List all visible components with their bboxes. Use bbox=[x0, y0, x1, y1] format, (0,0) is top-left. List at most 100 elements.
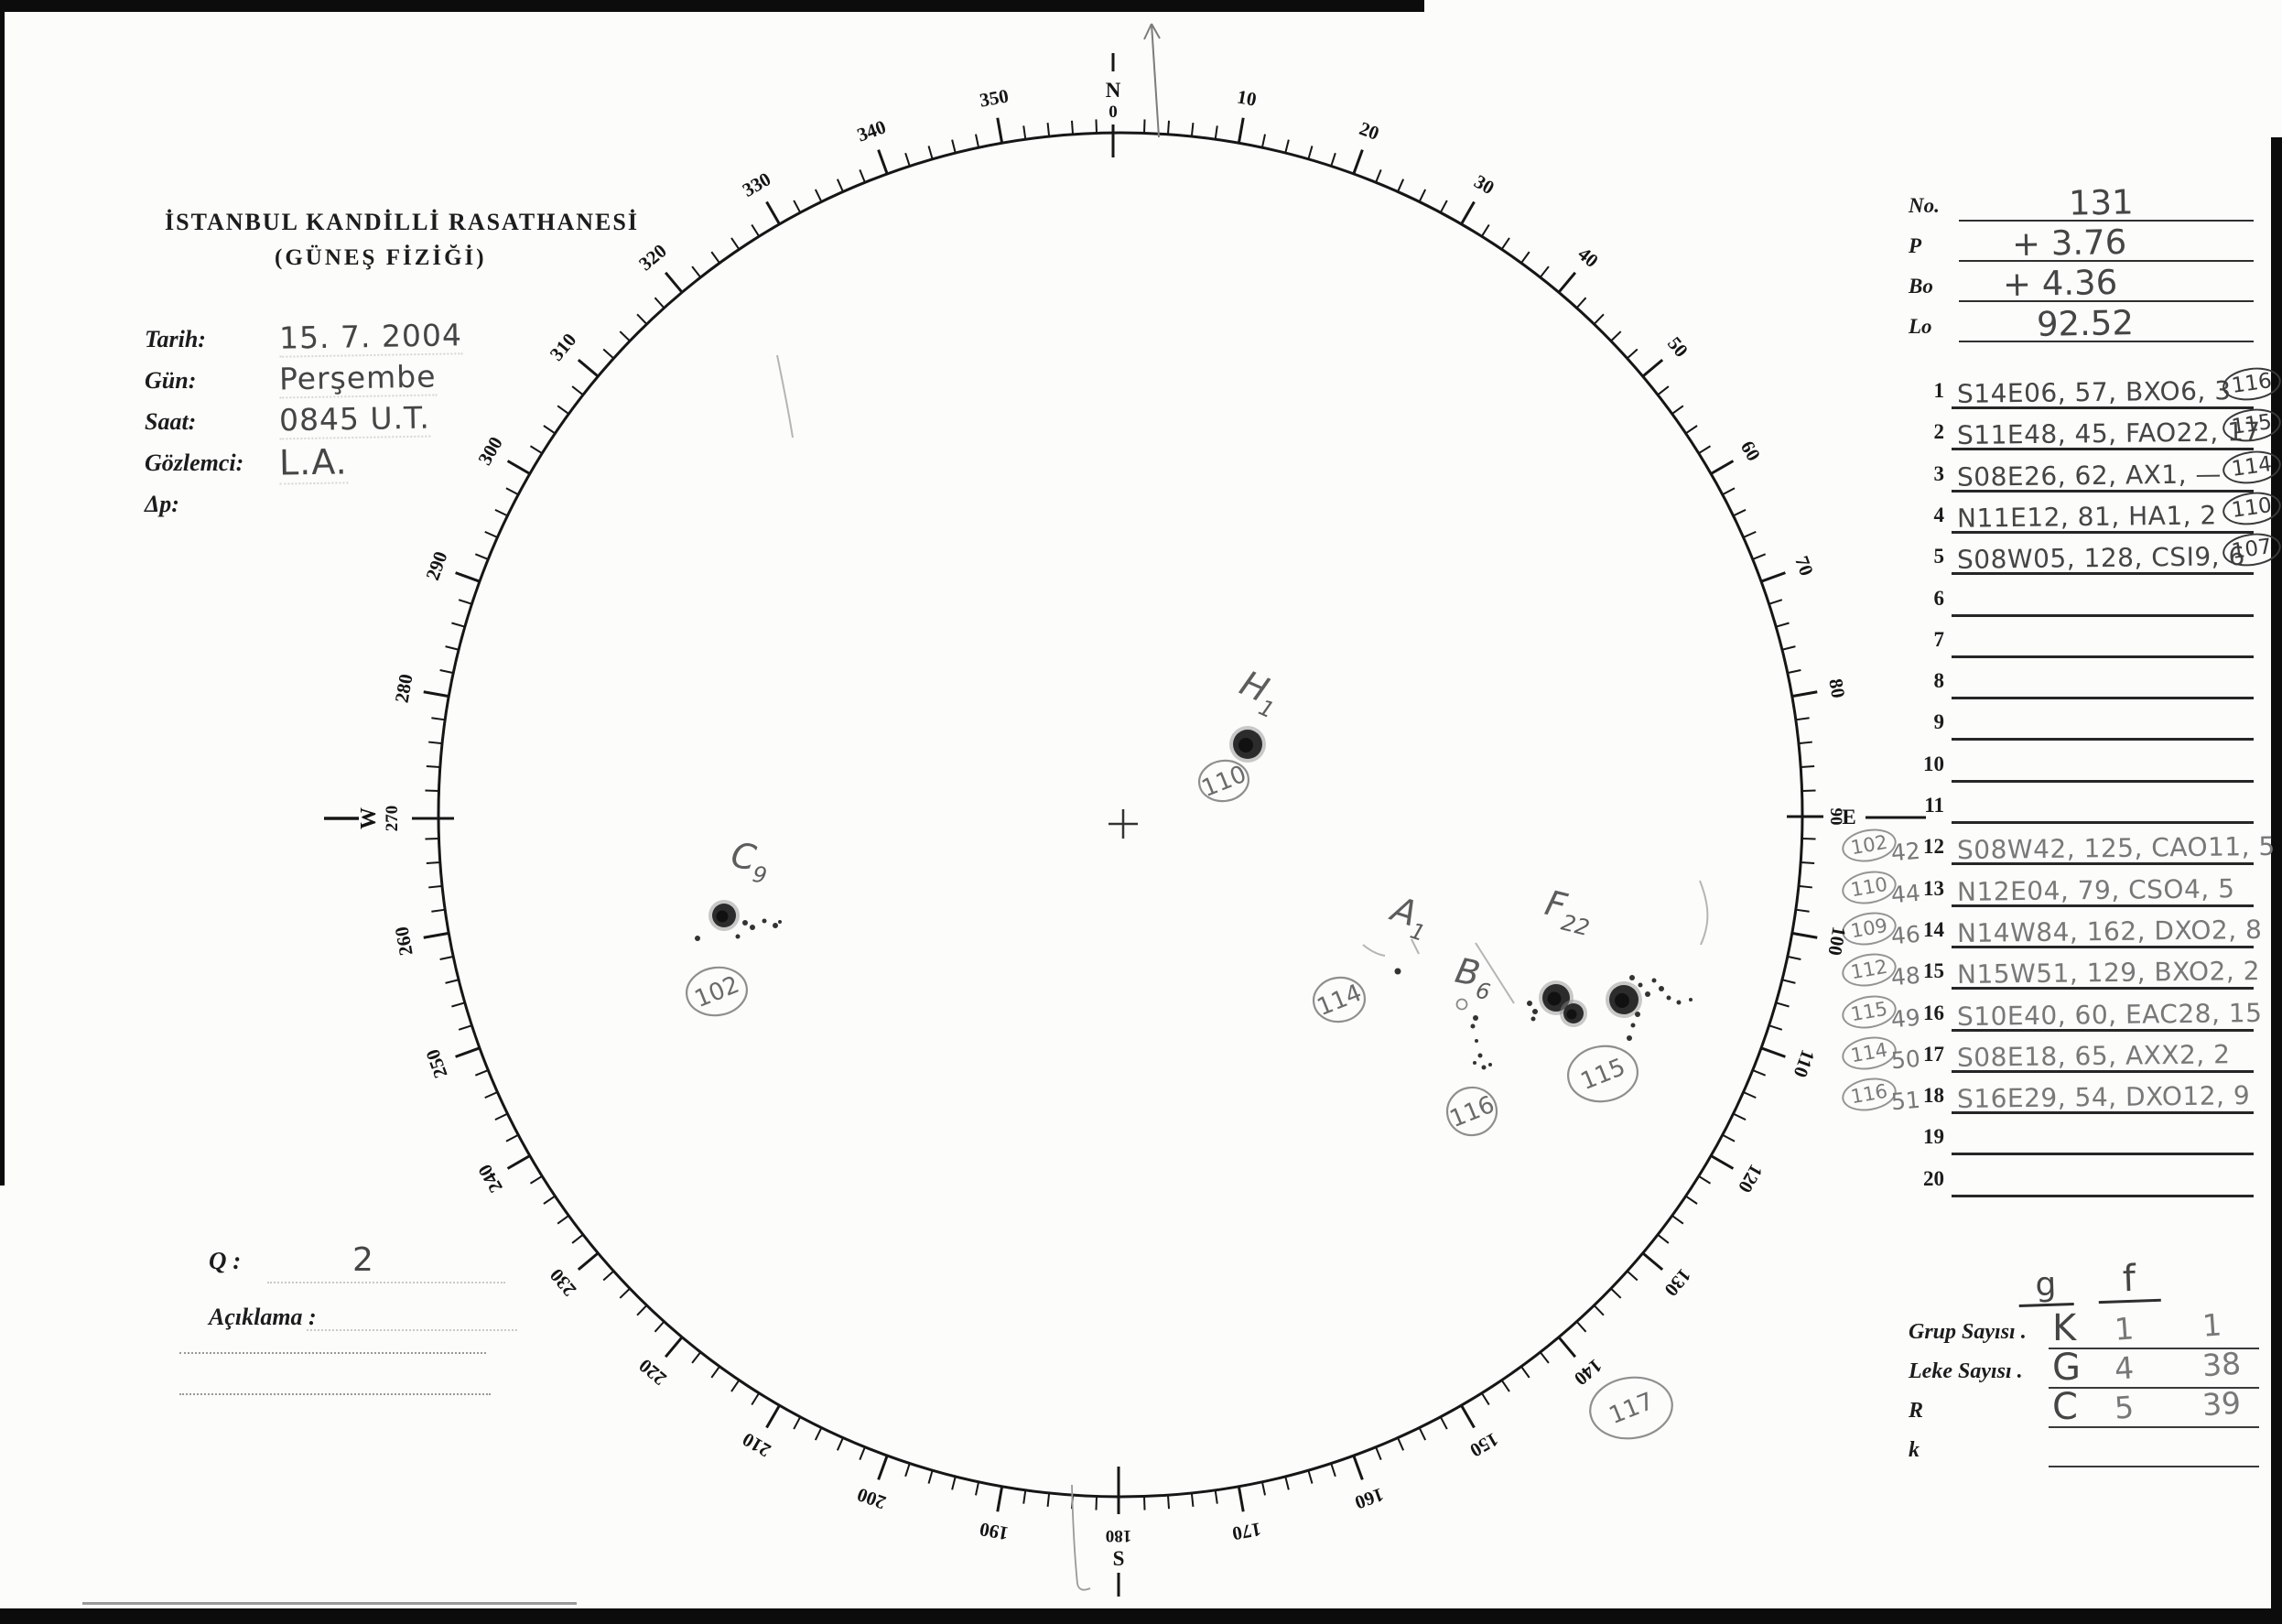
svg-text:250: 250 bbox=[421, 1046, 451, 1081]
svg-text:220: 220 bbox=[634, 1355, 671, 1391]
svg-text:N: N bbox=[1106, 79, 1121, 102]
svg-text:120: 120 bbox=[1734, 1161, 1768, 1196]
summary-line bbox=[2049, 1387, 2259, 1389]
svg-text:170: 170 bbox=[1230, 1518, 1262, 1544]
row-number: 3 bbox=[1933, 461, 1945, 485]
sunspot-group-C9: C9 102 bbox=[686, 835, 782, 1017]
sunspot-group-H1: H1 110 bbox=[1198, 663, 1278, 803]
ephemeris-label: P bbox=[1909, 234, 1922, 257]
disk-center-cross bbox=[1109, 809, 1138, 839]
notes-dotline-2 bbox=[179, 1393, 491, 1395]
row-number: 16 bbox=[1923, 1001, 1944, 1024]
circled-group-number: 116 bbox=[1446, 1091, 1498, 1133]
summary-letter: G bbox=[2052, 1347, 2081, 1389]
row-aux-number: 51 bbox=[1889, 1086, 1922, 1116]
svg-text:240: 240 bbox=[473, 1161, 507, 1196]
notes-label: Açıklama : bbox=[209, 1304, 317, 1330]
svg-text:330: 330 bbox=[739, 168, 774, 201]
circled-group-number: 114 bbox=[1314, 980, 1366, 1022]
summary-g-value: 4 bbox=[2113, 1349, 2136, 1387]
svg-text:60: 60 bbox=[1736, 437, 1765, 464]
sunspot-group-A1: A1 114 bbox=[1312, 888, 1428, 1023]
svg-text:200: 200 bbox=[854, 1483, 889, 1513]
ephemeris-value: + 3.76 bbox=[2011, 222, 2127, 265]
summary-col-f: f bbox=[2097, 1256, 2161, 1305]
row-line bbox=[1952, 1028, 2254, 1032]
row-line bbox=[1952, 530, 2254, 534]
svg-text:270: 270 bbox=[383, 806, 402, 832]
row-line bbox=[1952, 697, 2254, 700]
svg-text:W: W bbox=[357, 807, 381, 829]
row-entry: S08E18, 65, AXX2, 2 bbox=[1956, 1038, 2231, 1073]
row-entry: S10E40, 60, EAC28, 15 bbox=[1956, 997, 2263, 1032]
row-number: 18 bbox=[1923, 1084, 1944, 1108]
svg-text:340: 340 bbox=[854, 115, 889, 146]
row-line bbox=[1952, 945, 2254, 948]
meta-value: 15. 7. 2004 bbox=[278, 317, 463, 358]
circled-group-number: 115 bbox=[1577, 1054, 1629, 1096]
observatory-title: İSTANBUL KANDİLLİ RASATHANESİ bbox=[165, 209, 639, 235]
meta-label: Gün: bbox=[145, 367, 197, 394]
svg-text:230: 230 bbox=[546, 1264, 581, 1301]
summary-f-value: 38 bbox=[2201, 1345, 2243, 1384]
row-number: 12 bbox=[1923, 835, 1944, 859]
ephemeris-line bbox=[1959, 300, 2254, 302]
north-arrow bbox=[1143, 23, 1161, 138]
row-line bbox=[1952, 572, 2254, 576]
svg-text:310: 310 bbox=[546, 329, 581, 365]
ephemeris-value: + 4.36 bbox=[2002, 262, 2118, 305]
summary-g-value: 5 bbox=[2113, 1389, 2136, 1426]
svg-text:190: 190 bbox=[978, 1518, 1010, 1544]
ephemeris-value: 131 bbox=[2068, 182, 2134, 223]
svg-text:E: E bbox=[1842, 806, 1855, 828]
summary-line bbox=[2049, 1348, 2259, 1349]
summary-label: k bbox=[1909, 1438, 1920, 1462]
row-aux-number: 44 bbox=[1889, 879, 1922, 908]
scan-edge-top bbox=[0, 0, 1424, 12]
meta-label: Saat: bbox=[145, 408, 197, 435]
row-number: 8 bbox=[1933, 669, 1945, 693]
ephemeris-line bbox=[1959, 341, 2254, 342]
row-line bbox=[1952, 987, 2254, 991]
row-line bbox=[1952, 738, 2254, 742]
row-line bbox=[1952, 1111, 2254, 1115]
scan-edge-right bbox=[2271, 137, 2282, 1624]
pencil-marks bbox=[776, 354, 1709, 1011]
quality-dotline bbox=[267, 1282, 505, 1283]
scan-edge-bottom bbox=[0, 1608, 2282, 1624]
row-line bbox=[1952, 1194, 2254, 1197]
svg-text:210: 210 bbox=[739, 1428, 774, 1462]
summary-g-value: 1 bbox=[2113, 1310, 2136, 1348]
group-label: C9 bbox=[727, 835, 773, 889]
meta-value: 0845 U.T. bbox=[278, 399, 431, 440]
row-entry: N11E12, 81, HA1, 2 bbox=[1956, 500, 2217, 534]
svg-text:40: 40 bbox=[1574, 243, 1603, 272]
row-line bbox=[1952, 489, 2254, 493]
sunspot-group-B6: B6 116 bbox=[1446, 950, 1498, 1137]
svg-text:180: 180 bbox=[1106, 1526, 1132, 1545]
row-number: 9 bbox=[1933, 710, 1945, 734]
row-number: 17 bbox=[1923, 1042, 1944, 1066]
observatory-subtitle: (GÜNEŞ FİZİĞİ) bbox=[275, 245, 487, 270]
row-aux-number: 48 bbox=[1889, 961, 1922, 991]
svg-text:20: 20 bbox=[1357, 117, 1382, 145]
ephemeris-label: Lo bbox=[1909, 315, 1932, 338]
svg-text:S: S bbox=[1113, 1547, 1125, 1570]
row-entry: N12E04, 79, CSO4, 5 bbox=[1956, 872, 2235, 907]
svg-text:30: 30 bbox=[1470, 170, 1498, 199]
row-number: 20 bbox=[1923, 1166, 1944, 1190]
ephemeris-line bbox=[1959, 220, 2254, 222]
group-label: B6 bbox=[1450, 950, 1497, 1005]
row-entry: S14E06, 57, BXO6, 3 bbox=[1956, 375, 2232, 409]
row-number: 7 bbox=[1933, 627, 1945, 651]
summary-line bbox=[2049, 1466, 2259, 1467]
summary-letter: K bbox=[2052, 1307, 2077, 1349]
summary-col-g: g bbox=[2017, 1264, 2074, 1308]
circled-group-number: 110 bbox=[1198, 761, 1250, 803]
row-number: 4 bbox=[1933, 503, 1945, 526]
row-number: 19 bbox=[1923, 1125, 1944, 1149]
summary-label: Leke Sayısı . bbox=[1909, 1359, 2023, 1383]
ephemeris-label: Bo bbox=[1909, 275, 1933, 298]
